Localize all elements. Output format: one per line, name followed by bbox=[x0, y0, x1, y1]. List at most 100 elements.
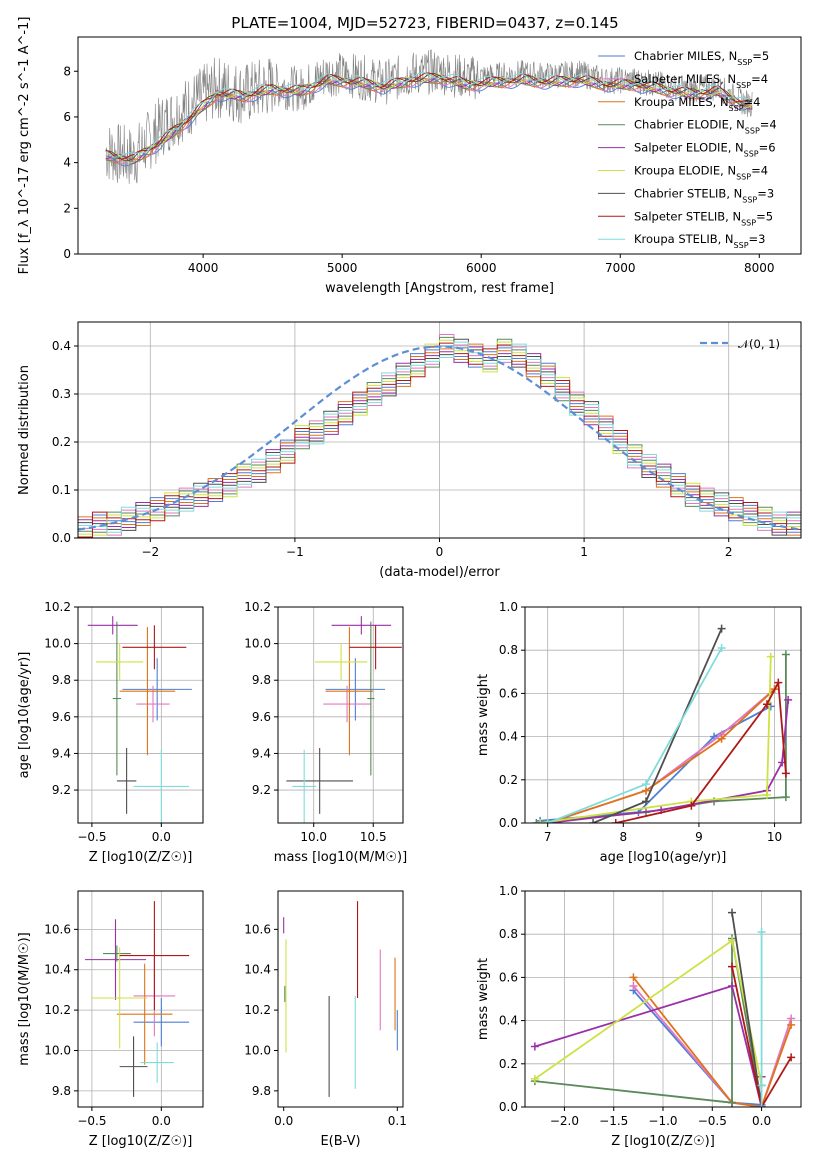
panel-age-vs-Z: −0.5 0.0 9.2 9.4 9.6 9.8 10.0 10.2 Z [log10(Z/Z☉… bbox=[17, 600, 204, 865]
weight-marker bbox=[757, 1103, 766, 1107]
y-tick-label: 0.2 bbox=[52, 435, 71, 449]
y-tick-label: 0.6 bbox=[499, 970, 518, 984]
y-axis-label: mass weight bbox=[476, 958, 491, 1040]
x-tick-label: −1.0 bbox=[648, 1114, 677, 1128]
y-axis-label: Normed distribution bbox=[17, 365, 32, 495]
x-tick-label: 4000 bbox=[188, 261, 219, 275]
weight-line bbox=[536, 654, 787, 823]
y-tick-label: 0 bbox=[63, 247, 71, 261]
weight-marker bbox=[728, 936, 736, 945]
weight-marker bbox=[781, 650, 790, 659]
y-tick-label: 9.6 bbox=[252, 710, 271, 724]
y-tick-label: 10.6 bbox=[244, 922, 271, 936]
weight-line bbox=[547, 688, 776, 823]
y-tick-label: 6 bbox=[63, 110, 71, 124]
panel-residual-histogram: 𝒩(0, 1) −2 −1 0 1 2 0.0 0.1 0.2 0.3 0.4 (data-model… bbox=[17, 321, 802, 580]
weight-marker bbox=[629, 973, 638, 982]
y-tick-label: 0.0 bbox=[499, 816, 518, 830]
panel-mass-weight-vs-Z: −2.0 −1.5 −1.0 −0.5 0.0 0.0 0.2 0.4 0.6 0.8 1.0 Z [… bbox=[476, 884, 802, 1149]
y-tick-label: 0.4 bbox=[499, 730, 518, 744]
weight-marker bbox=[787, 1020, 796, 1029]
plot-area-mass-vs-EBV bbox=[283, 901, 398, 1097]
plot-area-spectrum bbox=[105, 49, 753, 184]
y-tick-label: 10.4 bbox=[44, 963, 71, 977]
panel-mass-vs-Z: −0.5 0.0 9.8 10.0 10.2 10.4 10.6 Z [log10(Z/Z☉)… bbox=[17, 890, 204, 1149]
x-axis-label: Z [log10(Z/Z☉)] bbox=[89, 850, 193, 865]
x-tick-label: −1 bbox=[286, 545, 304, 559]
y-tick-label: 0.6 bbox=[499, 686, 518, 700]
weight-marker bbox=[641, 797, 650, 806]
x-tick-label: 7 bbox=[544, 830, 552, 844]
x-tick-label: 5000 bbox=[327, 261, 358, 275]
y-tick-label: 0.8 bbox=[499, 927, 518, 941]
legend-entry: Kroupa STELIB, NSSP=3 bbox=[634, 232, 765, 250]
axes-frame bbox=[77, 36, 802, 255]
model-line bbox=[105, 74, 753, 164]
y-tick-label: 9.8 bbox=[52, 1084, 71, 1098]
x-tick-label: −0.5 bbox=[77, 1114, 106, 1128]
weight-marker bbox=[717, 644, 726, 653]
y-tick-label: 10.2 bbox=[44, 1003, 71, 1017]
weight-line bbox=[534, 938, 763, 1107]
weight-marker bbox=[717, 734, 726, 743]
x-tick-label: 10 bbox=[767, 830, 782, 844]
histogram-step bbox=[78, 341, 801, 538]
legend-entry: Chabrier MILES, NSSP=5 bbox=[634, 49, 769, 67]
weight-marker bbox=[766, 652, 775, 661]
plot-area-age-vs-mass bbox=[286, 616, 402, 823]
x-tick-label: 1 bbox=[580, 545, 588, 559]
axes-frame bbox=[77, 606, 204, 824]
weight-marker bbox=[787, 1053, 796, 1062]
y-axis-label: mass [log10(M/M☉)] bbox=[17, 932, 32, 1065]
model-line bbox=[105, 73, 753, 163]
y-tick-label: 10.2 bbox=[44, 600, 71, 614]
y-tick-label: 9.4 bbox=[52, 746, 71, 760]
weight-marker bbox=[757, 1081, 766, 1090]
y-tick-label: 10.2 bbox=[244, 600, 271, 614]
y-tick-label: 9.6 bbox=[52, 710, 71, 724]
x-axis-label: wavelength [Angstrom, rest frame] bbox=[325, 281, 554, 296]
weight-marker bbox=[728, 1098, 736, 1107]
x-axis-label: Z [log10(Z/Z☉)] bbox=[611, 1134, 715, 1149]
legend-entry: 𝒩(0, 1) bbox=[738, 337, 780, 351]
x-tick-label: 0.0 bbox=[752, 1114, 771, 1128]
y-tick-label: 0.4 bbox=[52, 339, 71, 353]
weight-line bbox=[731, 966, 792, 1107]
y-tick-label: 9.2 bbox=[252, 783, 271, 797]
x-tick-label: 6000 bbox=[466, 261, 497, 275]
weight-marker bbox=[532, 819, 541, 823]
y-tick-label: 9.8 bbox=[252, 673, 271, 687]
weight-line bbox=[731, 912, 763, 1107]
x-tick-label: 0.1 bbox=[388, 1114, 407, 1128]
y-tick-label: 10.2 bbox=[244, 1003, 271, 1017]
weight-marker bbox=[757, 928, 766, 937]
y-tick-label: 0.1 bbox=[52, 483, 71, 497]
legend-entry: Salpeter ELODIE, NSSP=6 bbox=[634, 141, 776, 159]
y-tick-label: 9.2 bbox=[52, 783, 71, 797]
y-tick-label: 2 bbox=[63, 201, 71, 215]
weight-marker bbox=[536, 819, 545, 823]
y-tick-label: 0.2 bbox=[499, 773, 518, 787]
weight-marker bbox=[781, 769, 790, 778]
x-axis-label: age [log10(age/yr)] bbox=[600, 850, 727, 865]
plot-area-mass-weight-vs-Z bbox=[530, 908, 796, 1107]
weight-marker bbox=[784, 695, 793, 704]
y-axis-label: age [log10(age/yr)] bbox=[17, 652, 32, 779]
x-axis-label: E(B-V) bbox=[320, 1134, 360, 1149]
y-tick-label: 0.4 bbox=[499, 1014, 518, 1028]
weight-marker bbox=[774, 678, 783, 687]
y-tick-label: 0.2 bbox=[499, 1057, 518, 1071]
weight-line bbox=[632, 976, 792, 1107]
plot-area-residual-histogram bbox=[78, 333, 801, 538]
y-axis-label: mass weight bbox=[476, 674, 491, 756]
y-tick-label: 10.0 bbox=[44, 637, 71, 651]
weight-marker bbox=[530, 1042, 539, 1051]
panel-spectrum: Chabrier MILES, NSSP=5 Salpeter MILES, NS… bbox=[17, 17, 802, 296]
legend-entry: Kroupa ELODIE, NSSP=4 bbox=[634, 164, 768, 182]
weight-marker bbox=[717, 624, 726, 633]
plot-area-mass-weight-vs-age bbox=[532, 624, 793, 823]
y-tick-label: 10.4 bbox=[244, 963, 271, 977]
y-tick-label: 0.0 bbox=[499, 1100, 518, 1114]
x-tick-label: 0.0 bbox=[152, 830, 171, 844]
